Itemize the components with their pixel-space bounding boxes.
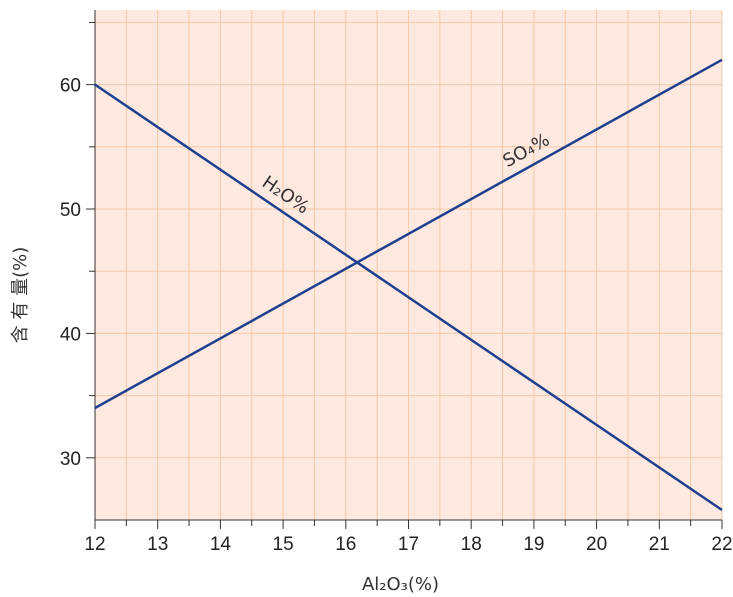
ticks [86, 21, 723, 529]
x-axis-title: Al₂O₃(%) [362, 574, 439, 595]
x-tick-label: 17 [398, 534, 419, 555]
y-tick-label: 60 [60, 76, 81, 97]
grid [94, 10, 723, 520]
x-tick-label: 13 [147, 534, 168, 555]
series-line-so4 [94, 58, 723, 410]
x-tick-label: 19 [523, 534, 544, 555]
series [94, 58, 723, 512]
x-tick-label: 22 [711, 534, 732, 555]
y-tick-label: 50 [60, 200, 81, 221]
series-line-h2o [94, 83, 723, 512]
x-tick-label: 16 [335, 534, 356, 555]
x-tick-label: 14 [210, 534, 232, 555]
y-tick-label: 40 [60, 324, 81, 345]
x-tick-label: 20 [586, 534, 607, 555]
x-tick-label: 18 [461, 534, 482, 555]
x-tick-label: 12 [84, 534, 105, 555]
x-tick-label: 15 [273, 534, 294, 555]
x-tick-label: 21 [649, 534, 670, 555]
tick-labels: 12 13 14 15 16 17 18 19 20 21 22 30 40 50 60 [60, 76, 733, 555]
y-tick-label: 30 [60, 449, 81, 470]
y-axis-title: 含 有 量(%) [10, 247, 31, 344]
